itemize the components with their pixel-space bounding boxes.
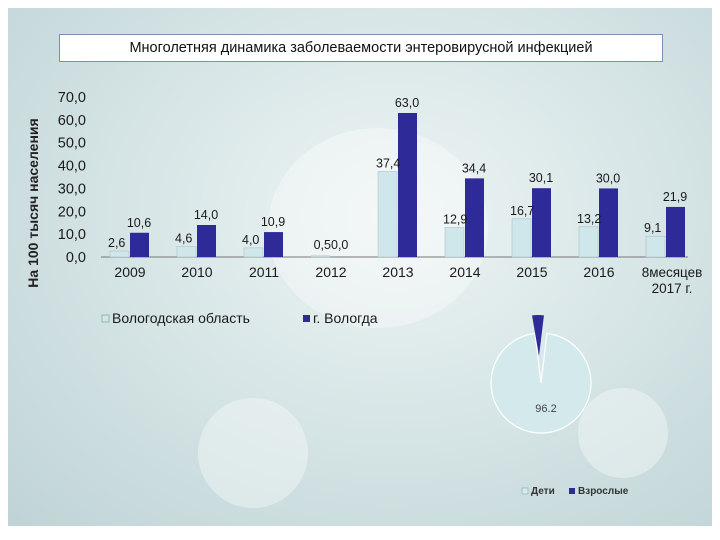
pie-slice-children (490, 332, 592, 434)
x-tick-label: 2011 (249, 264, 279, 280)
background-cell-shape (578, 388, 668, 478)
pie-chart: 96.2 Дети Взрослые (490, 315, 629, 497)
bar-vologda-oblast (176, 246, 197, 258)
legend-label-oblast: Вологодская область (112, 310, 250, 326)
pie-legend-label-children: Дети (531, 486, 555, 497)
bar-vologda-city (130, 232, 149, 257)
x-tick-label: 2015 (516, 264, 547, 280)
pie-slice-adults (532, 315, 544, 356)
x-tick-label: 2014 (449, 264, 480, 280)
bar-vologda-oblast (109, 250, 130, 258)
data-label: 37,4 (376, 157, 400, 171)
y-axis-label: На 100 тысяч населения (25, 118, 41, 287)
data-label: 13,2 (577, 212, 601, 226)
x-tick-label: 2009 (114, 264, 145, 280)
bar-chart: На 100 тысяч населения 70,0 60,0 50,0 40,0 30… (25, 90, 702, 326)
bar-vologda-oblast (645, 235, 666, 258)
data-label: 10,6 (127, 216, 151, 230)
data-label: 34,4 (462, 161, 486, 175)
data-label: 16,7 (510, 204, 534, 218)
x-tick-label: 8месяцев (642, 265, 703, 280)
x-tick-label: 2012 (315, 264, 346, 280)
bar-vologda-oblast (377, 171, 398, 258)
data-label: 30,1 (529, 171, 553, 185)
data-label: 10,9 (261, 215, 285, 229)
x-tick-label: 2016 (583, 264, 614, 280)
bar-vologda-oblast (310, 255, 331, 258)
y-tick-label: 30,0 (58, 181, 86, 197)
bar-vologda-city (264, 232, 283, 257)
pie-legend-label-adults: Взрослые (578, 486, 629, 497)
x-tick-label: 2013 (382, 264, 413, 280)
background-cell-shape (198, 398, 308, 508)
data-label: 9,1 (644, 221, 661, 235)
chart-title: Многолетняя динамика заболеваемости энте… (59, 34, 663, 62)
y-tick-label: 50,0 (58, 136, 86, 152)
data-label: 4,0 (242, 233, 259, 247)
x-tick-label: 2010 (181, 264, 212, 280)
legend-swatch-city (303, 315, 310, 322)
data-label: 21,9 (663, 190, 687, 204)
y-tick-label: 20,0 (58, 204, 86, 220)
bar-vologda-city (599, 188, 618, 257)
data-label: 0,50,0 (314, 238, 349, 252)
bar-vologda-city (398, 113, 417, 257)
data-label: 63,0 (395, 96, 419, 110)
bar-vologda-city (465, 178, 484, 257)
y-tick-label: 0,0 (66, 250, 86, 266)
data-label: 14,0 (194, 208, 218, 222)
y-tick-label: 70,0 (58, 90, 86, 106)
bar-vologda-city (197, 225, 216, 257)
bar-vologda-city (666, 206, 685, 257)
legend-label-city: г. Вологда (313, 310, 378, 326)
x-tick-label: 2017 г. (652, 281, 693, 296)
legend-swatch-oblast (101, 314, 110, 323)
pie-data-label: 96.2 (535, 403, 556, 415)
y-tick-label: 10,0 (58, 227, 86, 243)
pie-legend-swatch-children (521, 487, 529, 495)
data-label: 12,9 (443, 213, 467, 227)
bar-vologda-oblast (243, 247, 264, 258)
y-tick-label: 60,0 (58, 113, 86, 129)
y-tick-label: 40,0 (58, 159, 86, 175)
data-label: 4,6 (175, 231, 192, 245)
bar-vologda-city (532, 188, 551, 257)
pie-legend-swatch-adults (569, 488, 575, 494)
bar-vologda-oblast (511, 218, 532, 258)
bar-vologda-oblast (444, 227, 465, 258)
data-label: 2,6 (108, 236, 125, 250)
bar-vologda-oblast (578, 226, 599, 258)
data-label: 30,0 (596, 171, 620, 185)
